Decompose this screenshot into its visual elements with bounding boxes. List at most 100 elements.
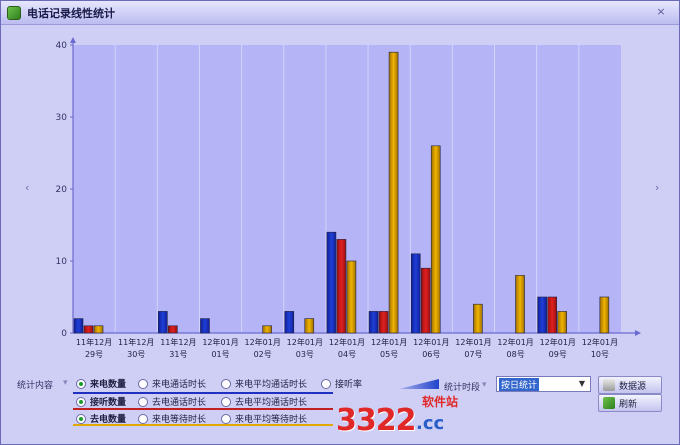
row1-line: [73, 392, 333, 394]
chevron-down-icon[interactable]: ▼: [578, 379, 586, 388]
refresh-label: 刷新: [619, 399, 638, 410]
bar: [304, 318, 315, 334]
x-tick-label: 11年12月: [160, 337, 196, 347]
bar: [599, 296, 610, 334]
x-tick-label: 12年01月: [245, 337, 281, 347]
x-tick-label: 11年12月: [118, 337, 154, 347]
app-icon: [7, 5, 21, 20]
bar: [83, 325, 94, 334]
bar: [262, 325, 272, 334]
x-tick-label-day: 05号: [380, 350, 398, 359]
x-tick-label: 12年01月: [329, 337, 365, 347]
radio-label: 来电平均等待时长: [235, 415, 308, 425]
radio-answered-count[interactable]: 接听数量: [76, 395, 126, 408]
next-arrow-icon[interactable]: ›: [655, 181, 660, 194]
radio-dot: [138, 413, 148, 424]
prev-arrow-icon[interactable]: ‹: [25, 181, 30, 194]
x-tick-label-day: 08号: [507, 350, 525, 359]
x-tick-label: 12年01月: [202, 337, 238, 347]
radio-dot: [76, 413, 86, 424]
decorative-tab: [399, 379, 439, 389]
radio-dot: [138, 378, 148, 389]
x-tick-label: 12年01月: [540, 337, 576, 347]
x-tick-label: 12年01月: [287, 337, 323, 347]
bar: [515, 275, 525, 334]
radio-incoming-count[interactable]: 来电数量: [76, 377, 126, 390]
radio-outgoing-duration[interactable]: 去电通话时长: [138, 395, 206, 408]
refresh-button[interactable]: 刷新: [598, 394, 662, 412]
radio-incoming-avg-duration[interactable]: 来电平均通话时长: [221, 377, 307, 390]
watermark: 3322 .cc 软件站: [336, 389, 486, 443]
x-tick-label: 12年01月: [413, 337, 449, 347]
content-dropdown-icon[interactable]: ▾: [63, 378, 68, 388]
bar: [326, 231, 337, 334]
window-title: 电话记录线性统计: [27, 6, 115, 20]
bar: [168, 325, 178, 334]
radio-label: 来电平均通话时长: [235, 380, 308, 390]
y-tick-label: 0: [61, 329, 67, 339]
radio-outgoing-avg-duration[interactable]: 去电平均通话时长: [221, 395, 307, 408]
database-icon: [603, 379, 615, 391]
bar: [420, 267, 431, 334]
radio-label: 接听率: [335, 380, 363, 390]
x-tick-label-day: 01号: [211, 350, 229, 359]
bar: [547, 296, 557, 334]
radio-label: 来电数量: [90, 380, 127, 390]
bar: [158, 311, 168, 334]
radio-dot: [138, 396, 148, 407]
bar: [473, 303, 483, 334]
bar: [557, 311, 567, 334]
radio-incoming-wait[interactable]: 来电等待时长: [138, 412, 206, 425]
close-icon[interactable]: ×: [656, 5, 666, 18]
y-tick-label: 30: [56, 113, 68, 123]
y-tick-label: 40: [56, 41, 68, 51]
radio-incoming-duration[interactable]: 来电通话时长: [138, 377, 206, 390]
watermark-logo: 3322: [336, 403, 416, 438]
y-axis-arrow: [70, 37, 76, 43]
data-source-label: 数据源: [619, 381, 647, 392]
x-tick-label-day: 09号: [549, 350, 567, 359]
x-tick-label-day: 07号: [464, 350, 482, 359]
x-tick-label: 12年01月: [455, 337, 491, 347]
radio-dot: [321, 378, 331, 389]
x-tick-label: 12年01月: [371, 337, 407, 347]
x-tick-label: 12年01月: [582, 337, 618, 347]
y-tick-label: 20: [56, 185, 68, 195]
period-select[interactable]: 按日统计 ▼: [496, 376, 591, 392]
radio-dot: [76, 396, 86, 407]
bar: [73, 318, 84, 334]
radio-dot: [221, 396, 231, 407]
watermark-suffix: .cc: [416, 413, 445, 434]
radio-answer-rate[interactable]: 接听率: [321, 377, 362, 390]
bar: [378, 311, 389, 334]
radio-label: 来电等待时长: [152, 415, 207, 425]
y-tick-label: 10: [56, 257, 68, 267]
x-tick-label-day: 29号: [85, 350, 103, 359]
row2-line: [73, 408, 333, 410]
period-label: 统计时段: [444, 383, 481, 393]
row3-line: [73, 424, 333, 426]
bar: [430, 145, 441, 334]
content-label: 统计内容: [17, 381, 54, 391]
watermark-cn: 软件站: [422, 395, 459, 409]
bar: [346, 260, 357, 334]
x-tick-label-day: 04号: [338, 350, 356, 359]
bar: [368, 311, 379, 334]
radio-label: 去电数量: [90, 415, 127, 425]
radio-dot: [221, 378, 231, 389]
x-tick-label: 11年12月: [76, 337, 112, 347]
radio-label: 接听数量: [90, 398, 127, 408]
x-axis-arrow: [635, 330, 641, 336]
bar: [200, 318, 210, 334]
radio-label: 去电通话时长: [152, 398, 207, 408]
period-dropdown-icon[interactable]: ▾: [482, 380, 487, 390]
radio-incoming-avg-wait[interactable]: 来电平均等待时长: [221, 412, 307, 425]
bar: [336, 239, 347, 334]
data-source-button[interactable]: 数据源: [598, 376, 662, 394]
x-tick-label-day: 06号: [422, 350, 440, 359]
radio-outgoing-count[interactable]: 去电数量: [76, 412, 126, 425]
title-bar: 电话记录线性统计 ×: [1, 1, 679, 25]
radio-label: 去电平均通话时长: [235, 398, 308, 408]
call-statistics-chart: 0 10 20 30 40 11年12月 29号 11年12月 30号 11年12月 31号 12年0…: [56, 37, 641, 359]
